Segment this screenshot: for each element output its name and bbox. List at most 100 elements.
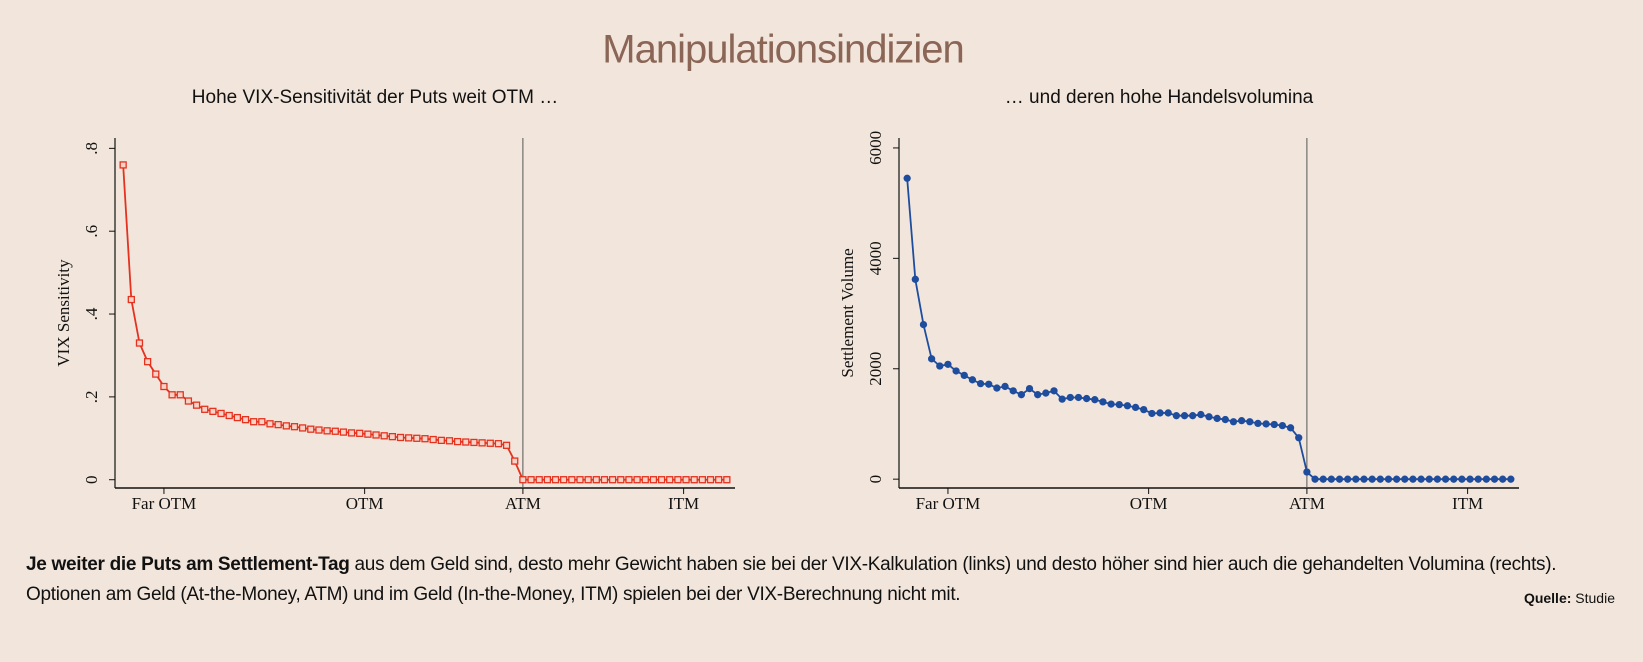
marker [1352, 475, 1360, 483]
marker [649, 476, 658, 484]
marker [1140, 405, 1148, 414]
source: Quelle: Studie [1524, 590, 1615, 606]
marker [152, 370, 160, 378]
marker [1042, 389, 1050, 397]
marker [1278, 421, 1287, 430]
marker [1490, 475, 1499, 483]
marker [919, 320, 928, 329]
marker [160, 382, 168, 391]
y-tick-label: .2 [82, 391, 101, 404]
marker [1237, 416, 1246, 425]
marker [250, 418, 258, 426]
marker [233, 413, 242, 422]
marker [1131, 403, 1140, 412]
marker [608, 476, 617, 484]
marker [1474, 475, 1482, 483]
marker [535, 476, 543, 484]
marker [560, 476, 568, 484]
marker [1099, 398, 1107, 406]
marker [356, 429, 364, 437]
marker [1286, 424, 1295, 432]
marker [1368, 475, 1376, 483]
marker [429, 435, 437, 444]
marker [225, 411, 233, 420]
marker [184, 397, 193, 405]
marker [1262, 420, 1270, 428]
data-line [906, 178, 1511, 481]
marker [1213, 414, 1221, 423]
marker [600, 476, 609, 484]
marker [405, 434, 413, 442]
marker [698, 476, 707, 484]
y-axis-label: Settlement Volume [838, 248, 857, 377]
marker [1270, 420, 1278, 429]
marker [903, 174, 911, 182]
marker [1482, 475, 1491, 483]
marker [290, 423, 299, 431]
x-tick-label: ATM [1289, 494, 1325, 513]
marker [258, 418, 266, 426]
marker [478, 439, 486, 447]
marker [1458, 475, 1466, 483]
marker [1254, 419, 1262, 428]
marker [1148, 409, 1156, 418]
x-tick-label: OTM [1130, 494, 1168, 513]
marker [1401, 475, 1409, 483]
marker [617, 476, 625, 484]
marker [282, 422, 290, 430]
y-tick-label: 0 [82, 475, 101, 484]
marker [723, 476, 731, 484]
y-tick-label: 4000 [866, 241, 885, 275]
chart-title: … und deren hohe Handelsvolumina [1005, 87, 1314, 108]
marker [511, 457, 519, 465]
marker [502, 441, 511, 449]
marker [625, 476, 633, 484]
marker [274, 420, 282, 429]
marker [952, 367, 960, 375]
marker [690, 476, 698, 484]
marker [1172, 412, 1181, 420]
marker [1091, 396, 1099, 404]
marker [993, 384, 1001, 392]
marker [1009, 387, 1017, 395]
marker [413, 434, 421, 442]
marker [1229, 418, 1238, 426]
marker [911, 275, 919, 283]
marker [445, 437, 454, 445]
marker [176, 391, 184, 399]
marker [584, 476, 592, 484]
y-tick-label: 2000 [866, 352, 885, 386]
x-tick-label: Far OTM [132, 494, 197, 513]
marker [1082, 394, 1091, 403]
marker [453, 437, 462, 446]
charts: Manipulationsindizien Hohe VIX-Sensitivi… [54, 28, 1519, 513]
marker [421, 435, 429, 443]
chart-title: Hohe VIX-Sensitivität der Puts weit OTM … [192, 87, 558, 108]
marker [135, 339, 144, 347]
marker [192, 401, 201, 409]
marker [1164, 409, 1172, 417]
marker [331, 427, 339, 435]
marker [1450, 475, 1458, 483]
marker [1001, 382, 1009, 391]
marker [1344, 475, 1352, 483]
marker [1050, 387, 1058, 395]
marker [1327, 475, 1336, 483]
marker [1074, 393, 1083, 402]
marker [657, 476, 666, 484]
marker [706, 476, 715, 484]
source-text: Studie [1571, 590, 1615, 606]
marker [1221, 415, 1229, 424]
y-tick-label: .8 [82, 142, 101, 155]
marker [119, 161, 127, 169]
marker [339, 428, 348, 436]
source-label: Quelle: [1523, 590, 1572, 606]
marker [1466, 475, 1474, 483]
marker [217, 409, 225, 418]
marker [592, 476, 600, 484]
marker [143, 358, 152, 366]
marker [470, 438, 478, 447]
marker [494, 440, 503, 448]
caption-bold: Je weiter die Puts am Settlement-Tag [26, 554, 350, 575]
marker [266, 420, 274, 428]
